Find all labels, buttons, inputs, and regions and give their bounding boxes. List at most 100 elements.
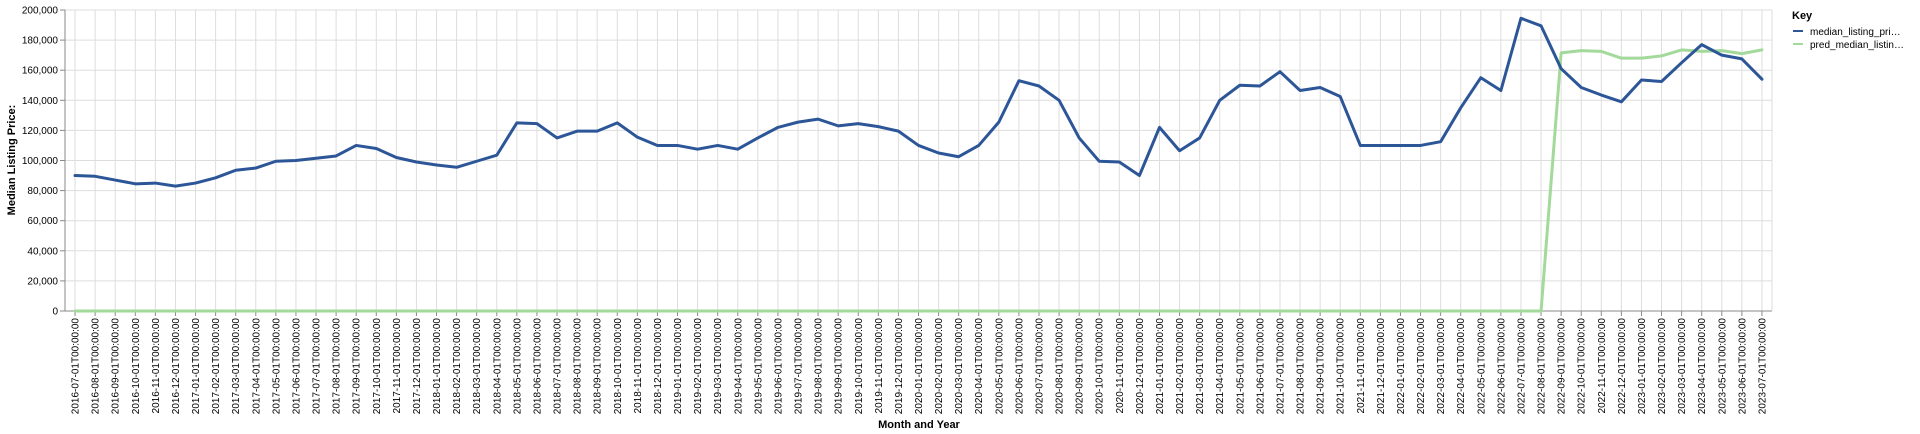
x-tick-label: 2022-01-01T00:00:00	[1396, 318, 1407, 415]
y-tick-label: 140,000	[22, 96, 59, 107]
x-tick-label: 2023-02-01T00:00:00	[1657, 318, 1668, 415]
x-tick-label: 2017-04-01T00:00:00	[251, 318, 262, 415]
x-tick-label: 2022-05-01T00:00:00	[1476, 318, 1487, 415]
x-tick-label: 2016-09-01T00:00:00	[111, 318, 122, 415]
x-tick-label: 2019-10-01T00:00:00	[854, 318, 865, 415]
x-tick-label: 2018-12-01T00:00:00	[653, 318, 664, 415]
x-tick-label: 2017-02-01T00:00:00	[211, 318, 222, 415]
y-tick-label: 80,000	[27, 186, 58, 197]
x-tick-label: 2021-06-01T00:00:00	[1255, 318, 1266, 415]
axes	[60, 9, 1773, 316]
x-tick-label: 2021-11-01T00:00:00	[1356, 318, 1367, 414]
x-tick-label: 2018-10-01T00:00:00	[613, 318, 624, 415]
x-tick-label: 2020-02-01T00:00:00	[934, 318, 945, 415]
x-tick-label: 2019-11-01T00:00:00	[874, 318, 885, 414]
x-tick-label: 2020-05-01T00:00:00	[994, 318, 1005, 415]
x-tick-label: 2021-03-01T00:00:00	[1195, 318, 1206, 415]
x-tick-label: 2023-05-01T00:00:00	[1717, 318, 1728, 415]
x-tick-label: 2022-12-01T00:00:00	[1617, 318, 1628, 415]
x-tick-label: 2020-04-01T00:00:00	[974, 318, 985, 415]
y-tick-label: 20,000	[27, 276, 58, 287]
x-tick-label: 2020-01-01T00:00:00	[914, 318, 925, 415]
x-tick-label: 2020-07-01T00:00:00	[1034, 318, 1045, 415]
x-tick-label: 2019-04-01T00:00:00	[733, 318, 744, 415]
x-tick-label: 2022-02-01T00:00:00	[1416, 318, 1427, 415]
x-tick-label: 2022-06-01T00:00:00	[1496, 318, 1507, 415]
x-tick-label: 2018-11-01T00:00:00	[633, 318, 644, 414]
x-tick-label: 2018-09-01T00:00:00	[593, 318, 604, 415]
x-tick-label: 2021-01-01T00:00:00	[1155, 318, 1166, 415]
x-tick-label: 2019-03-01T00:00:00	[713, 318, 724, 415]
x-tick-label: 2018-02-01T00:00:00	[452, 318, 463, 415]
x-tick-label: 2020-12-01T00:00:00	[1135, 318, 1146, 415]
y-tick-label: 0	[52, 307, 58, 318]
x-tick-label: 2023-03-01T00:00:00	[1677, 318, 1688, 415]
series-line-median-listing-price	[73, 16, 1764, 188]
x-tick-label: 2022-07-01T00:00:00	[1516, 318, 1527, 415]
x-tick-label: 2021-05-01T00:00:00	[1235, 318, 1246, 415]
y-tick-label: 60,000	[27, 216, 58, 227]
x-tick-label: 2021-09-01T00:00:00	[1316, 318, 1327, 415]
x-tick-label: 2017-03-01T00:00:00	[231, 318, 242, 415]
x-tick-label: 2019-09-01T00:00:00	[834, 318, 845, 415]
x-tick-label: 2016-10-01T00:00:00	[131, 318, 142, 415]
x-tick-label: 2020-08-01T00:00:00	[1055, 318, 1066, 415]
x-tick-label: 2018-05-01T00:00:00	[512, 318, 523, 415]
x-tick-label: 2017-11-01T00:00:00	[392, 318, 403, 414]
x-tick-label: 2023-01-01T00:00:00	[1637, 318, 1648, 415]
x-tick-label: 2021-07-01T00:00:00	[1275, 318, 1286, 415]
x-tick-label: 2021-10-01T00:00:00	[1336, 318, 1347, 415]
y-tick-label: 40,000	[27, 246, 58, 257]
x-tick-label: 2020-10-01T00:00:00	[1095, 318, 1106, 415]
x-tick-label: 2022-10-01T00:00:00	[1577, 318, 1588, 415]
tick-labels: 0 20,000 40,000 60,000 80,000 100,000 120,000 1…	[22, 6, 1769, 415]
x-tick-label: 2022-03-01T00:00:00	[1436, 318, 1447, 415]
y-tick-label: 180,000	[22, 36, 59, 47]
x-tick-label: 2021-02-01T00:00:00	[1175, 318, 1186, 415]
series-line-pred-median-listing-price	[73, 48, 1764, 313]
x-tick-label: 2017-06-01T00:00:00	[291, 318, 302, 415]
x-tick-label: 2020-11-01T00:00:00	[1115, 318, 1126, 414]
x-tick-label: 2018-04-01T00:00:00	[492, 318, 503, 415]
x-tick-label: 2016-08-01T00:00:00	[91, 318, 102, 415]
y-tick-label: 200,000	[22, 6, 59, 17]
x-tick-label: 2017-07-01T00:00:00	[312, 318, 323, 415]
x-tick-label: 2021-08-01T00:00:00	[1296, 318, 1307, 415]
x-tick-label: 2019-01-01T00:00:00	[673, 318, 684, 415]
x-tick-label: 2018-08-01T00:00:00	[573, 318, 584, 415]
x-tick-label: 2019-08-01T00:00:00	[814, 318, 825, 415]
legend-title: Key	[1792, 10, 1813, 22]
x-tick-label: 2019-05-01T00:00:00	[753, 318, 764, 415]
x-tick-label: 2019-07-01T00:00:00	[794, 318, 805, 415]
y-tick-label: 100,000	[22, 156, 59, 167]
x-tick-label: 2016-11-01T00:00:00	[151, 318, 162, 414]
x-tick-label: 2018-01-01T00:00:00	[432, 318, 443, 415]
x-tick-label: 2022-09-01T00:00:00	[1557, 318, 1568, 415]
x-tick-label: 2019-12-01T00:00:00	[894, 318, 905, 415]
x-tick-label: 2023-04-01T00:00:00	[1697, 318, 1708, 415]
x-tick-label: 2017-08-01T00:00:00	[332, 318, 343, 415]
x-tick-label: 2018-03-01T00:00:00	[472, 318, 483, 415]
x-tick-label: 2019-06-01T00:00:00	[773, 318, 784, 415]
x-tick-label: 2016-12-01T00:00:00	[171, 318, 182, 415]
x-tick-label: 2018-07-01T00:00:00	[553, 318, 564, 415]
legend-entry-pred: pred_median_listin…	[1810, 40, 1904, 51]
x-tick-label: 2020-03-01T00:00:00	[954, 318, 965, 415]
x-tick-label: 2017-10-01T00:00:00	[372, 318, 383, 415]
x-tick-label: 2018-06-01T00:00:00	[532, 318, 543, 415]
x-tick-label: 2023-07-01T00:00:00	[1757, 318, 1768, 415]
x-tick-label: 2022-04-01T00:00:00	[1456, 318, 1467, 415]
legend-entry-median: median_listing_pri…	[1810, 27, 1901, 38]
x-tick-label: 2019-02-01T00:00:00	[693, 318, 704, 415]
x-axis-title: Month and Year	[878, 419, 960, 431]
series-lines	[73, 16, 1764, 313]
y-tick-label: 160,000	[22, 66, 59, 77]
x-tick-label: 2017-05-01T00:00:00	[271, 318, 282, 415]
y-axis-title: Median Listing Price:	[6, 105, 18, 216]
x-tick-label: 2017-12-01T00:00:00	[412, 318, 423, 415]
x-tick-label: 2022-11-01T00:00:00	[1597, 318, 1608, 414]
legend: Key median_listing_pri… pred_median_list…	[1792, 10, 1904, 51]
x-tick-label: 2021-04-01T00:00:00	[1215, 318, 1226, 415]
x-tick-label: 2020-06-01T00:00:00	[1014, 318, 1025, 415]
x-tick-label: 2020-09-01T00:00:00	[1075, 318, 1086, 415]
